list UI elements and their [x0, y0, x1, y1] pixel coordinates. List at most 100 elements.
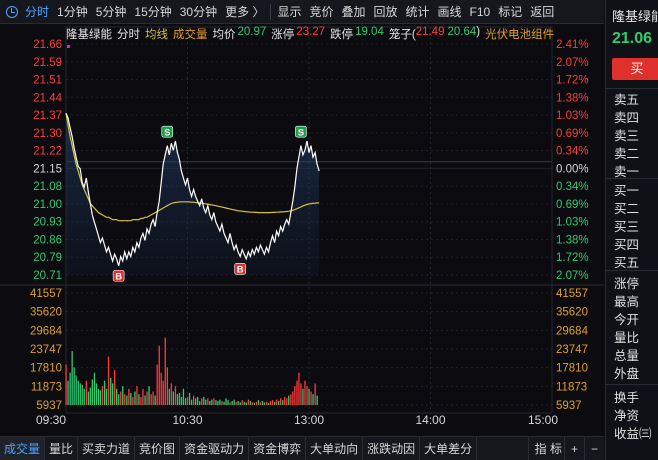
volume-tick-label: 23747 — [30, 344, 62, 356]
legend-mode-timeshare[interactable]: 分时 — [117, 29, 140, 41]
volume-bar — [128, 388, 130, 405]
volume-bar — [225, 398, 227, 405]
legend-cage-close: ) — [476, 26, 481, 38]
legend-mode-avg[interactable]: 均线 — [145, 29, 168, 41]
volume-bar — [112, 383, 114, 405]
volume-bar — [261, 401, 264, 405]
zoom-in-button[interactable]: + — [563, 436, 584, 460]
sell-marker: S — [161, 125, 174, 138]
tab-volume-ratio[interactable]: 量比 — [45, 436, 79, 460]
pct-tick-label: 1.03% — [556, 110, 589, 122]
tab-big-order-trend[interactable]: 大单动向 — [306, 436, 364, 460]
tab-volume[interactable]: 成交量 — [0, 436, 46, 460]
legend-limit-down-value: 19.04 — [355, 26, 384, 38]
tab-fund-drive[interactable]: 资金驱动力 — [180, 436, 250, 460]
volume-bar — [227, 400, 229, 405]
price-tick-label: 20.93 — [33, 217, 62, 229]
legend-mode-volume[interactable]: 成交量 — [173, 29, 208, 41]
volume-bar — [310, 391, 312, 405]
volume-bar — [217, 401, 219, 405]
volume-bar — [130, 392, 132, 405]
volume-bar — [288, 395, 290, 405]
tab-timeshare[interactable]: 分时 — [25, 4, 50, 19]
volume-bar — [97, 388, 100, 405]
volume-tick-label: 5937 — [36, 400, 62, 412]
tool-back[interactable]: 返回 — [530, 4, 555, 19]
volume-bar — [103, 380, 106, 405]
tool-display[interactable]: 显示 — [277, 4, 302, 19]
volume-bar — [201, 398, 203, 405]
volume-bar — [263, 402, 266, 405]
tab-auction-chart[interactable]: 竞价图 — [135, 436, 181, 460]
tool-overlay[interactable]: 叠加 — [341, 4, 366, 19]
volume-bar — [154, 395, 156, 405]
tool-stats[interactable]: 统计 — [405, 4, 430, 19]
volume-bar — [312, 394, 314, 405]
tab-more[interactable]: 更多 〉 — [225, 4, 265, 19]
pct-tick-label: 1.38% — [556, 92, 589, 104]
volume-bar — [245, 402, 247, 405]
legend-stock-name: 隆基绿能 — [66, 29, 112, 41]
panel-stock-name: 隆基绿能 — [612, 9, 658, 24]
marker-label: B — [237, 265, 244, 276]
volume-tick-label-right: 23747 — [556, 344, 588, 356]
zoom-out-button[interactable]: − — [583, 436, 604, 460]
volume-tick-label-right: 35620 — [556, 307, 588, 319]
price-tick-label: 21.15 — [33, 163, 62, 175]
volume-bar — [148, 386, 150, 405]
time-tick-label: 13:00 — [294, 413, 324, 427]
stat-turnover-label: 换手 — [614, 391, 640, 405]
volume-bar — [203, 396, 205, 405]
time-tick-label: 09:30 — [36, 413, 66, 427]
tool-f10[interactable]: F10 — [469, 4, 491, 19]
volume-bar — [269, 401, 272, 405]
volume-bar — [280, 398, 282, 405]
volume-bar — [259, 402, 262, 405]
volume-bar — [235, 401, 237, 405]
volume-bar — [105, 388, 108, 405]
tab-1min[interactable]: 1分钟 — [57, 4, 88, 19]
tab-5min[interactable]: 5分钟 — [95, 4, 127, 19]
buy-button[interactable]: 买 — [612, 58, 658, 80]
volume-bar — [211, 399, 213, 405]
tab-move-reason[interactable]: 涨跌动因 — [363, 436, 421, 460]
pct-tick-label: 1.38% — [556, 234, 589, 246]
volume-tick-label-right: 29684 — [556, 325, 589, 337]
tab-big-order-diff[interactable]: 大单差分 — [420, 436, 478, 460]
volume-bar — [95, 383, 98, 405]
legend-avg-value: 20.97 — [237, 26, 267, 38]
volume-bar — [120, 391, 122, 405]
timeshare-chart[interactable]: 21.66 2.41% 21.59 2.07% 21.51 1.72% 21.44 1.38%… — [0, 25, 604, 435]
tool-auction[interactable]: 竞价 — [309, 4, 334, 19]
legend-cage-low: 20.64 — [447, 26, 477, 38]
tool-draw-line[interactable]: 画线 — [437, 4, 462, 19]
tab-15min[interactable]: 15分钟 — [134, 4, 172, 19]
volume-bar — [282, 400, 284, 405]
tab-30min[interactable]: 30分钟 — [179, 4, 218, 19]
indicator-button[interactable]: 指 标 — [527, 436, 564, 460]
bid-5-label: 买五 — [614, 256, 640, 270]
volume-bar — [136, 386, 138, 405]
stat-open-label: 今开 — [614, 313, 640, 327]
volume-bar — [207, 398, 209, 405]
volume-bar — [160, 372, 162, 405]
marker-badge — [295, 125, 307, 138]
legend-sector[interactable]: 光伏电池组件 — [485, 29, 555, 41]
stat-volume-ratio-label: 量比 — [614, 331, 640, 345]
pct-tick-label: 0.34% — [556, 181, 589, 193]
volume-bar — [164, 337, 166, 405]
volume-bar — [278, 401, 280, 405]
ask-4-label: 卖四 — [614, 111, 640, 125]
volume-bar — [75, 375, 77, 405]
tab-fund-game[interactable]: 资金博弈 — [249, 436, 307, 460]
tab-buy-sell-force[interactable]: 买卖力道 — [78, 436, 136, 460]
tool-mark[interactable]: 标记 — [498, 4, 523, 19]
stat-high-label: 最高 — [614, 295, 640, 309]
chart-canvas[interactable]: 21.66 2.41% 21.59 2.07% 21.51 1.72% 21.44 1.38%… — [0, 25, 604, 435]
tool-replay[interactable]: 回放 — [373, 4, 398, 19]
volume-bar — [231, 401, 233, 405]
volume-bar — [223, 401, 225, 405]
volume-bar — [188, 392, 191, 405]
pct-tick-label: 0.34% — [556, 146, 589, 158]
price-tick-label: 20.79 — [33, 252, 62, 264]
